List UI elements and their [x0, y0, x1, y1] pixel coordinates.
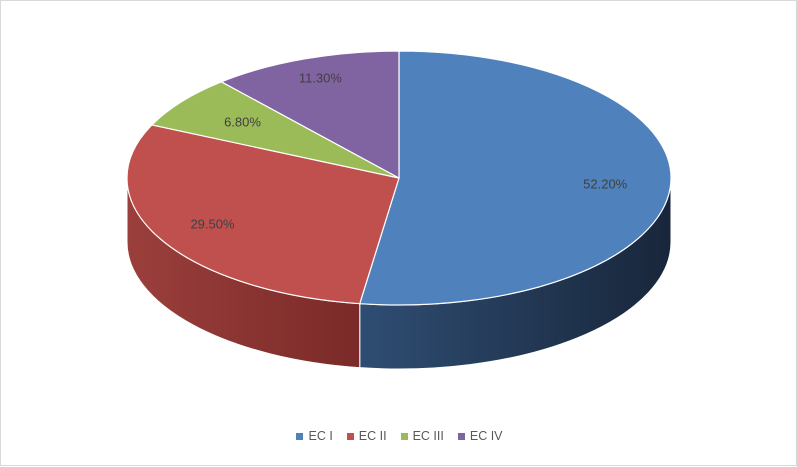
legend-label: EC II	[358, 429, 387, 443]
pie-slice-ec-iii	[150, 81, 400, 179]
legend-label: EC I	[308, 429, 333, 443]
pie-slice-ec-ii	[126, 124, 400, 305]
legend: EC I EC II EC III EC IV	[1, 429, 797, 443]
pie-slice-ec-iv	[219, 50, 400, 180]
data-label-ec-iv: 11.30%	[299, 71, 343, 86]
legend-item-ec-ii: EC II	[346, 429, 387, 443]
legend-item-ec-i: EC I	[296, 429, 333, 443]
legend-swatch	[457, 432, 465, 440]
legend-label: EC III	[412, 429, 444, 443]
legend-swatch	[296, 432, 304, 440]
legend-item-ec-iv: EC IV	[457, 429, 503, 443]
legend-label: EC IV	[469, 429, 503, 443]
data-label-ec-ii: 29.50%	[190, 217, 235, 232]
pie-slice-ec-i	[358, 50, 672, 306]
legend-swatch	[346, 432, 354, 440]
data-label-ec-i: 52.20%	[583, 176, 628, 191]
legend-swatch	[400, 432, 408, 440]
legend-item-ec-iii: EC III	[400, 429, 444, 443]
data-label-ec-iii: 6.80%	[224, 114, 261, 129]
